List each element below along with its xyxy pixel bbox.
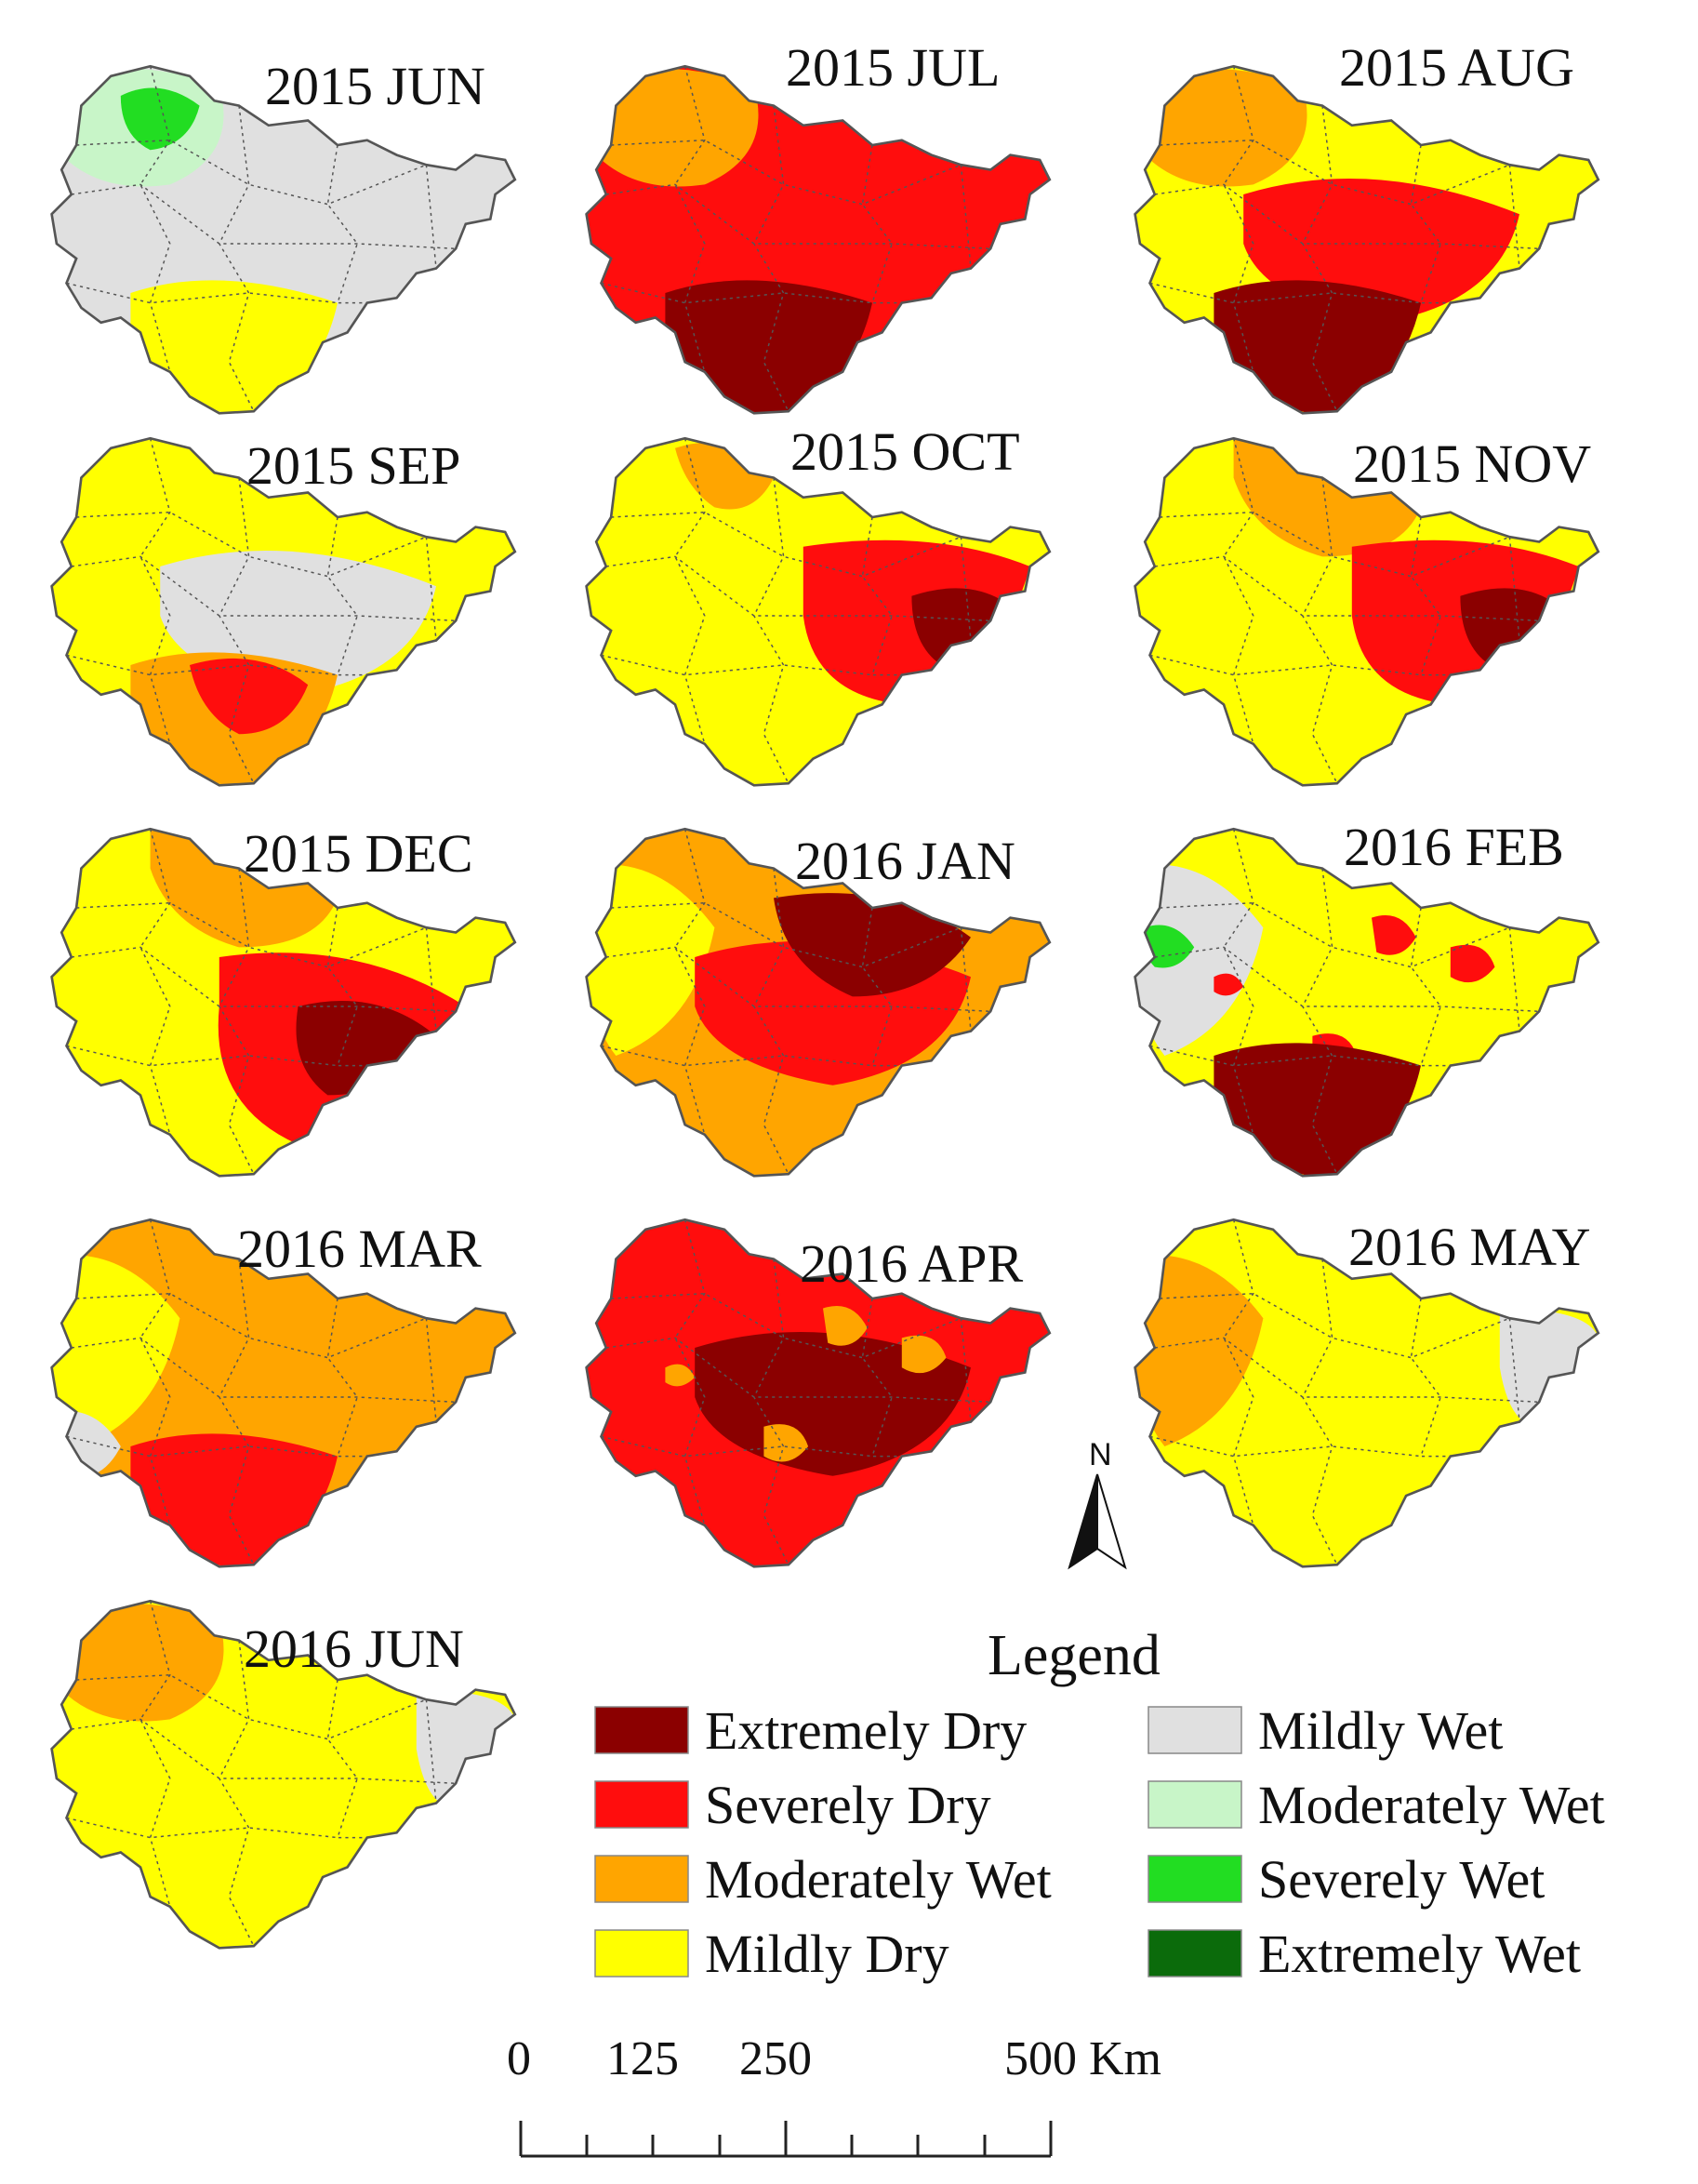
- map-title: 2015 OCT: [790, 421, 1020, 482]
- scale-tick-500: 500 Km: [1004, 2032, 1161, 2085]
- map-class-patch: [586, 864, 715, 1056]
- map-title: 2016 MAR: [237, 1219, 482, 1279]
- scale-bar-ruler: [519, 2121, 1053, 2158]
- legend-swatch: [594, 1706, 689, 1754]
- map-class-patch: [130, 1433, 338, 1567]
- legend-swatch: [594, 1855, 689, 1903]
- legend-item: Extremely Wet: [1147, 1924, 1581, 1984]
- map-class-patch: [1499, 1308, 1599, 1427]
- scale-tick-0: 0: [507, 2032, 531, 2085]
- map-class-patch: [51, 1255, 180, 1446]
- map-title: 2015 NOV: [1353, 433, 1591, 494]
- legend-item: Moderately Wet: [594, 1849, 1052, 1910]
- legend-swatch: [594, 1780, 689, 1829]
- legend-label: Severely Dry: [705, 1775, 991, 1835]
- map-title: 2016 JAN: [795, 831, 1015, 891]
- map-fill: [1134, 66, 1599, 414]
- scale-bar: 0 125 250 500 Km: [507, 2032, 1161, 2158]
- map-class-patch: [416, 1689, 515, 1808]
- map-title: 2015 AUG: [1339, 37, 1574, 98]
- legend-label: Extremely Wet: [1258, 1924, 1581, 1984]
- map-title: 2016 FEB: [1344, 817, 1564, 877]
- north-arrow-left-half: [1068, 1473, 1098, 1570]
- month-map: [1134, 64, 1600, 415]
- month-map: [585, 64, 1052, 415]
- legend-label: Mildly Dry: [705, 1924, 949, 1984]
- legend-item: Severely Wet: [1147, 1849, 1545, 1910]
- north-arrow: N: [1068, 1437, 1127, 1570]
- legend-title: Legend: [988, 1624, 1161, 1687]
- legend-swatch: [1147, 1855, 1242, 1903]
- legend-swatch: [1147, 1706, 1242, 1754]
- map-class-patch: [1214, 280, 1421, 414]
- legend: Legend Extremely Dry Severely Dry Moderate…: [594, 1624, 1605, 1984]
- legend-item: Mildly Dry: [594, 1924, 949, 1984]
- map-class-patch: [61, 1603, 224, 1722]
- scale-tick-250: 250: [739, 2032, 812, 2085]
- legend-item: Moderately Wet: [1147, 1775, 1605, 1835]
- legend-swatch: [1147, 1780, 1242, 1829]
- map-title: 2015 DEC: [244, 823, 473, 884]
- map-class-patch: [1134, 864, 1264, 1056]
- map-class-patch: [1145, 68, 1307, 187]
- map-title: 2015 SEP: [246, 435, 460, 496]
- legend-label: Severely Wet: [1258, 1849, 1545, 1910]
- legend-item: Severely Dry: [594, 1775, 991, 1835]
- map-title: 2015 JUN: [265, 56, 485, 116]
- map-title: 2016 APR: [800, 1233, 1023, 1294]
- legend-label: Moderately Wet: [1258, 1775, 1605, 1835]
- north-arrow-label: N: [1089, 1437, 1112, 1472]
- map-class-patch: [774, 893, 971, 997]
- map-class-patch: [189, 658, 309, 735]
- map-title: 2015 JUL: [786, 37, 1000, 98]
- scale-tick-125: 125: [606, 2032, 679, 2085]
- map-class-patch: [1214, 1043, 1421, 1177]
- map-fill: [586, 66, 1050, 414]
- legend-swatch: [1147, 1929, 1242, 1978]
- map-title: 2016 JUN: [244, 1618, 464, 1679]
- map-class-patch: [120, 87, 200, 151]
- north-arrow-right-half: [1096, 1473, 1127, 1570]
- map-class-patch: [130, 280, 338, 414]
- month-map: [585, 436, 1052, 787]
- map-class-patch: [1134, 1255, 1264, 1446]
- legend-swatch: [594, 1929, 689, 1978]
- map-class-patch: [596, 68, 759, 187]
- legend-label: Extremely Dry: [705, 1700, 1027, 1761]
- legend-label: Moderately Wet: [705, 1849, 1052, 1910]
- legend-item: Mildly Wet: [1147, 1700, 1503, 1761]
- map-class-patch: [665, 280, 872, 414]
- monthly-maps: 2015 JUN 2015 JUL 2015 AUG 2015 SEP 2015 OCT…: [50, 37, 1600, 1950]
- map-title: 2016 MAY: [1348, 1217, 1591, 1277]
- legend-item: Extremely Dry: [594, 1700, 1027, 1761]
- legend-label: Mildly Wet: [1258, 1700, 1503, 1761]
